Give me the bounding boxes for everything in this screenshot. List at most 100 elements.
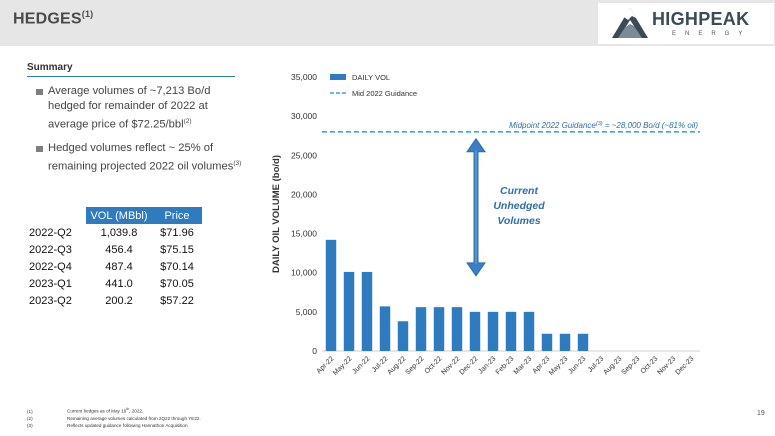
quarter-cell: 2022-Q3 [29, 243, 72, 256]
table-header-vol: VOL (MBbl) [86, 207, 152, 224]
legend-swatch-daily-vol [330, 74, 346, 80]
x-tick-label: Dec-22 [458, 355, 479, 376]
y-tick-label: 30,000 [291, 111, 317, 121]
table-header-price: Price [152, 207, 202, 224]
page-number: 19 [757, 410, 765, 417]
table-header-row: VOL (MBbl) Price [27, 207, 202, 224]
x-tick-label: Mar-23 [513, 355, 534, 376]
footnote-item: (1) Current hedges as of May 16th, 2022. [27, 406, 201, 415]
bar-Feb-23 [505, 311, 517, 351]
summary-heading: Summary [27, 62, 73, 73]
table-header-blank [27, 207, 86, 224]
footnotes: (1) Current hedges as of May 16th, 2022. … [27, 406, 201, 429]
bullet-note: (2) [183, 118, 192, 125]
x-tick-label: Sep-22 [404, 355, 425, 376]
x-tick-label: Nov-23 [656, 355, 677, 376]
page-title-text: HEDGES [13, 10, 82, 28]
x-tick-label: Jan-23 [477, 355, 497, 375]
y-tick-label: 0 [312, 346, 317, 356]
bar-Jul-22 [379, 306, 391, 351]
volume-cell: 456.4 [105, 243, 133, 256]
bar-Apr-23 [541, 333, 553, 351]
price-cell: $57.22 [160, 294, 194, 307]
y-tick-label: 25,000 [291, 150, 317, 160]
callout-line: Volumes [497, 215, 541, 227]
footnote-number: (3) [27, 422, 33, 428]
table-row: 2023-Q1 441.0 $70.05 [27, 275, 202, 292]
volume-cell: 200.2 [105, 294, 133, 307]
y-tick-label: 20,000 [291, 189, 317, 199]
table-row: 2022-Q4 487.4 $70.14 [27, 258, 202, 275]
callout-line: Current [500, 185, 538, 197]
volume-cell: 487.4 [105, 260, 133, 273]
daily-volume-chart: 0 5,000 10,000 15,000 20,000 25,000 30,000 35,0… [271, 72, 700, 377]
footnote-text: Current hedges as of May 16 [67, 408, 127, 414]
bar-Mar-23 [523, 311, 535, 351]
footnote-item: (3) Reflects updated guidance following H… [27, 422, 201, 429]
page-title: HEDGES(1) [13, 9, 93, 28]
bullet-note: (3) [233, 159, 242, 167]
bullet-square-icon [36, 145, 43, 152]
bullet-square-icon [36, 89, 43, 95]
bar-May-23 [559, 333, 571, 351]
y-tick-label: 10,000 [291, 268, 317, 278]
guidance-annotation: Midpoint 2022 Guidance(3) = ~28,000 Bo/d… [509, 121, 698, 130]
x-tick-label: Aug-23 [602, 355, 623, 376]
bar-Oct-22 [433, 307, 445, 351]
x-tick-label: May-22 [332, 355, 354, 377]
logo-brand-text: HIGHPEAK [652, 9, 750, 29]
bullet-item: Average volumes of ~7,213 Bo/d hedged fo… [36, 84, 248, 133]
x-tick-label: Aug-22 [386, 355, 407, 376]
footnote-tail: , 2022. [129, 408, 144, 414]
x-tick-label: Jun-23 [567, 355, 587, 375]
logo-sub-text: ENERGY [672, 31, 752, 37]
volume-cell: 1,039.8 [100, 226, 138, 239]
quarter-cell: 2023-Q1 [29, 277, 72, 290]
bar-Sep-22 [415, 307, 427, 351]
bullet-text: Average volumes of ~7,213 Bo/d hedged fo… [48, 85, 211, 131]
quarter-cell: 2022-Q4 [29, 260, 72, 273]
bar-Jan-23 [487, 311, 499, 351]
footnote-number: (2) [27, 415, 33, 421]
table-row: 2022-Q3 456.4 $75.15 [27, 241, 202, 258]
quarter-cell: 2023-Q2 [29, 294, 72, 307]
x-tick-label: Dec-23 [674, 355, 695, 376]
volume-cell: 441.0 [105, 277, 133, 290]
callout-line: Unhedged [493, 200, 545, 212]
table-row: 2023-Q2 200.2 $57.22 [27, 292, 202, 309]
footnote-number: (1) [27, 408, 33, 414]
summary-divider [27, 76, 235, 77]
bullet-item: Hedged volumes reflect ~ 25% of remainin… [36, 141, 248, 175]
highpeak-logo: HIGHPEAK ENERGY [598, 3, 774, 44]
y-tick-label: 35,000 [291, 72, 317, 82]
price-cell: $75.15 [160, 243, 194, 256]
summary-bullets: Average volumes of ~7,213 Bo/d hedged fo… [36, 84, 248, 182]
mountain-logo-icon [612, 8, 648, 38]
x-tick-label: May-23 [548, 355, 570, 377]
price-cell: $70.05 [160, 277, 194, 290]
bar-Aug-22 [397, 321, 409, 351]
x-tick-label: Jun-22 [351, 355, 371, 375]
bar-Apr-22 [325, 239, 337, 351]
price-cell: $71.96 [160, 226, 194, 239]
footnote-text: Remaining average volumes calculated fro… [67, 415, 201, 421]
footnote-item: (2) Remaining average volumes calculated … [27, 415, 201, 422]
table-row: 2022-Q2 1,039.8 $71.96 [27, 224, 202, 241]
quarter-cell: 2022-Q2 [29, 226, 72, 239]
bar-Jun-22 [361, 271, 373, 351]
page-title-note: (1) [81, 9, 94, 19]
bullet-text: Hedged volumes reflect ~ 25% of remainin… [48, 141, 234, 173]
bar-Dec-22 [469, 311, 481, 351]
bar-Nov-22 [451, 307, 463, 351]
y-tick-label: 5,000 [296, 307, 318, 317]
unhedged-arrow-head-up [466, 137, 486, 153]
x-tick-label: Nov-22 [440, 355, 461, 376]
bar-May-22 [343, 271, 355, 351]
header-bar: HEDGES(1) HIGHPEAK ENERGY [0, 0, 775, 46]
y-axis-label: DAILY OIL VOLUME (bo/d) [271, 155, 282, 273]
footnote-sup: th [126, 407, 130, 411]
x-tick-label: Feb-23 [495, 355, 516, 376]
legend-label-guidance: Mid 2022 Guidance [352, 89, 417, 98]
x-tick-label: Sep-23 [620, 355, 641, 376]
unhedged-arrow-head-down [466, 262, 486, 277]
